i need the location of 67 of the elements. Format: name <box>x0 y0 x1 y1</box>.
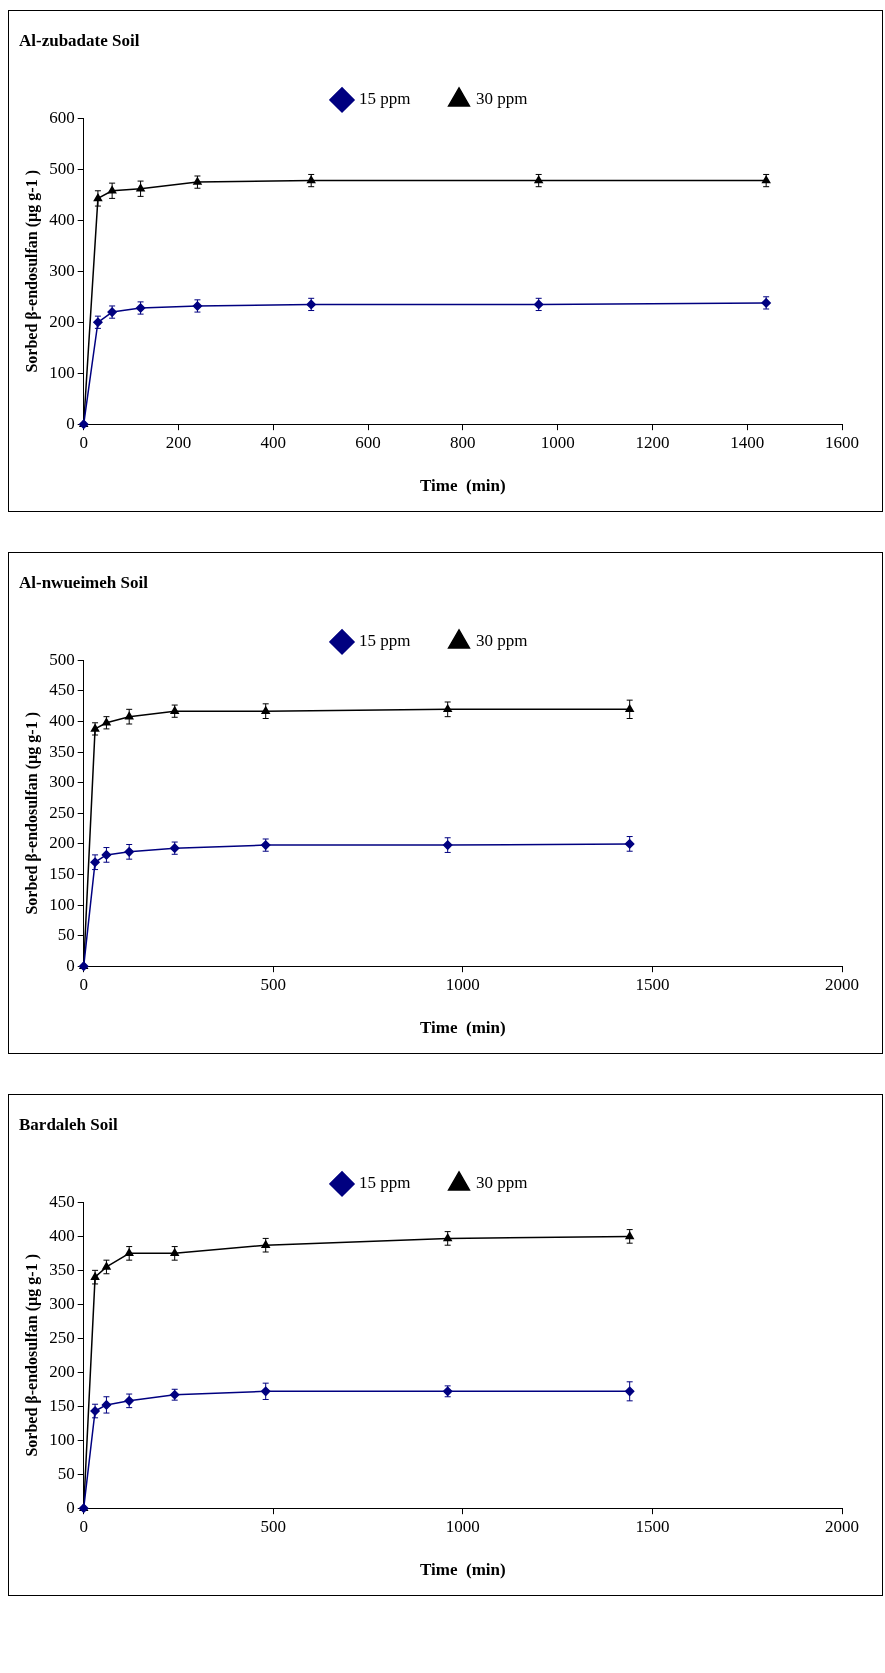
y-axis-title: Sorbed β-endosulfan (µg g-1 ) <box>22 712 41 915</box>
point <box>102 1262 111 1270</box>
point <box>193 177 202 185</box>
y-tick-label: 50 <box>57 925 75 945</box>
x-tick-label: 200 <box>165 432 192 452</box>
y-tick-label: 100 <box>49 894 75 914</box>
x-tick-label: 500 <box>260 1516 287 1536</box>
y-tick-label: 0 <box>66 955 75 975</box>
x-tick-label: 1500 <box>635 974 670 994</box>
y-tick-label: 150 <box>49 863 75 883</box>
x-tick-label: 1400 <box>730 432 765 452</box>
point <box>260 1386 271 1397</box>
legend-label: 30 ppm <box>476 89 528 109</box>
x-tick-label: 800 <box>450 432 476 452</box>
x-tick-label: 1000 <box>540 432 575 452</box>
y-tick-label: 300 <box>49 772 75 792</box>
x-tick-label: 2000 <box>825 1516 859 1536</box>
y-tick-label: 400 <box>49 209 75 229</box>
y-axis-title: Sorbed β-endosulfan (µg g-1 ) <box>22 170 41 373</box>
x-tick-label: 1000 <box>445 1516 480 1536</box>
x-tick-label: 0 <box>79 432 88 452</box>
y-tick-label: 400 <box>49 1225 75 1245</box>
y-tick-label: 450 <box>49 1191 75 1211</box>
y-tick-label: 600 <box>49 107 75 127</box>
y-tick-label: 450 <box>49 680 75 700</box>
point <box>624 1386 635 1397</box>
y-tick-label: 350 <box>49 1259 75 1279</box>
legend-label: 15 ppm <box>359 89 411 109</box>
y-tick-label: 300 <box>49 260 75 280</box>
legend-label: 15 ppm <box>359 631 411 651</box>
chart-title: Bardaleh Soil <box>19 1114 118 1134</box>
x-axis-title: Time (min) <box>420 1560 506 1580</box>
y-tick-label: 200 <box>49 1361 75 1381</box>
y-tick-label: 50 <box>57 1463 75 1483</box>
point <box>102 718 111 726</box>
chart-title: Al-zubadate Soil <box>19 30 140 50</box>
x-tick-label: 0 <box>79 1516 88 1536</box>
x-tick-label: 400 <box>260 432 287 452</box>
y-tick-label: 400 <box>49 711 75 731</box>
y-tick-label: 150 <box>49 1395 75 1415</box>
x-tick-label: 600 <box>355 432 381 452</box>
y-tick-label: 200 <box>49 833 75 853</box>
legend-label: 30 ppm <box>476 631 528 651</box>
x-tick-label: 1600 <box>825 432 859 452</box>
y-tick-label: 100 <box>49 362 75 382</box>
y-tick-label: 300 <box>49 1293 75 1313</box>
y-tick-label: 100 <box>49 1429 75 1449</box>
y-tick-label: 0 <box>66 1497 75 1517</box>
y-tick-label: 0 <box>66 413 75 433</box>
x-tick-label: 2000 <box>825 974 859 994</box>
y-tick-label: 500 <box>49 158 75 178</box>
x-tick-label: 1500 <box>635 1516 670 1536</box>
legend-label: 15 ppm <box>359 1173 411 1193</box>
x-tick-label: 1000 <box>445 974 480 994</box>
x-tick-label: 1200 <box>635 432 670 452</box>
y-tick-label: 200 <box>49 311 75 331</box>
y-tick-label: 250 <box>49 1327 75 1347</box>
legend-label: 30 ppm <box>476 1173 528 1193</box>
x-axis-title: Time (min) <box>420 1018 506 1038</box>
chart-title: Al-nwueimeh Soil <box>19 572 149 592</box>
y-tick-label: 250 <box>49 802 75 822</box>
y-tick-label: 500 <box>49 649 75 669</box>
x-tick-label: 500 <box>260 974 287 994</box>
y-axis-title: Sorbed β-endosulfan (µg g-1 ) <box>22 1254 41 1457</box>
y-tick-label: 350 <box>49 741 75 761</box>
x-axis-title: Time (min) <box>420 476 506 496</box>
x-tick-label: 0 <box>79 974 88 994</box>
